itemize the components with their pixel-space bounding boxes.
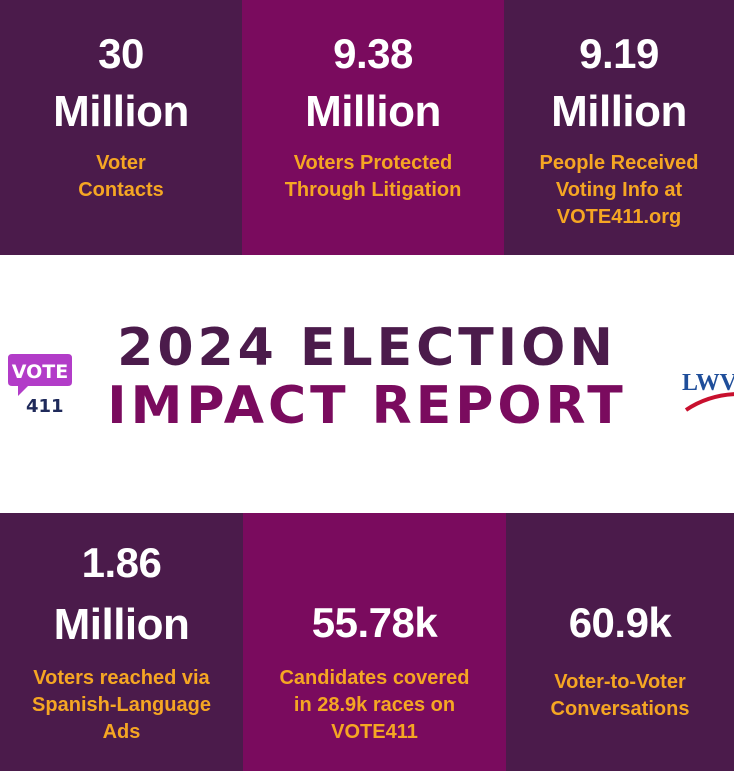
stat-tile-candidates: 55.78k Candidates covered in 28.9k races… <box>243 513 506 771</box>
stat-unit: Million <box>305 87 441 136</box>
stat-label: People Received Voting Info at VOTE411.o… <box>539 152 699 228</box>
stat-tile-spanish-ads: 1.86 Million Voters reached via Spanish-… <box>0 513 243 771</box>
stat-label: Candidates covered in 28.9k races on VOT… <box>279 667 470 743</box>
stat-number: 55.78k <box>311 599 438 646</box>
stat-tile-voter-contacts: 30 Million Voter Contacts <box>0 0 242 255</box>
vote411-logo-icon: VOTE 411 <box>8 354 72 417</box>
stat-unit: Million <box>53 600 190 649</box>
stat-tile-vote411-info: 9.19 Million People Received Voting Info… <box>504 0 734 255</box>
stat-number: 1.86 <box>81 539 162 586</box>
stat-label: Voters Protected Through Litigation <box>284 152 462 201</box>
stat-number: 30 <box>98 30 144 77</box>
vote-logo-number: 411 <box>26 396 64 416</box>
report-title-line2: IMPACT REPORT <box>107 376 627 436</box>
vote-logo-text: VOTE <box>12 361 68 383</box>
stat-label: Voter-to-Voter Conversations <box>550 671 690 720</box>
vote411-logo: VOTE 411 <box>6 352 74 417</box>
stat-label: Voter Contacts <box>78 152 164 201</box>
stat-number: 60.9k <box>568 599 672 646</box>
stat-label: Voters reached via Spanish-Language Ads <box>32 667 211 743</box>
lwv-logo: LWV <box>680 364 734 414</box>
stat-unit: Million <box>551 87 687 136</box>
stat-tile-conversations: 60.9k Voter-to-Voter Conversations <box>506 513 734 771</box>
stat-number: 9.19 <box>579 30 659 77</box>
stat-tile-litigation: 9.38 Million Voters Protected Through Li… <box>242 0 504 255</box>
lwv-logo-icon: LWV <box>682 370 734 412</box>
report-title-line1: 2024 ELECTION <box>117 318 617 378</box>
stat-unit: Million <box>53 87 189 136</box>
lwv-logo-text: LWV <box>682 370 734 396</box>
stat-number: 9.38 <box>333 30 413 77</box>
